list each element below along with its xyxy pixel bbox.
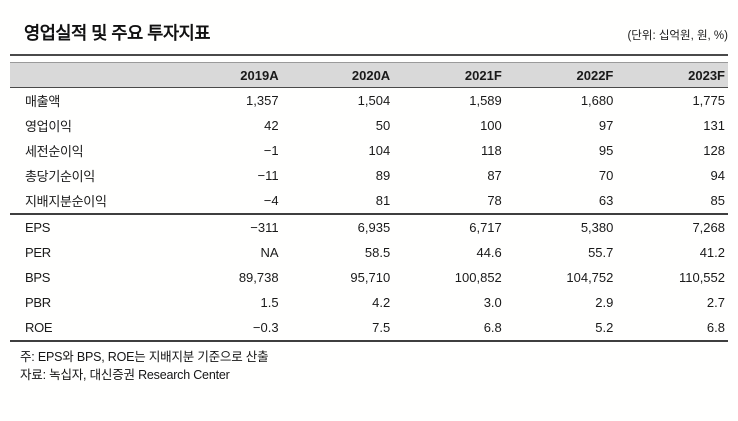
value-cell: 1,504 <box>357 93 391 108</box>
value-cell: 41.2 <box>699 245 725 260</box>
value-cell: 97 <box>598 118 614 133</box>
table-row-bps: BPS 89,738 95,710 100,852 104,752 110,55… <box>10 265 728 290</box>
table-row-roe: ROE −0.3 7.5 6.8 5.2 6.8 <box>10 315 728 341</box>
value-cell: 100,852 <box>454 270 502 285</box>
table-row-operating-profit: 영업이익 42 50 100 97 131 <box>10 113 728 138</box>
page-title: 영업실적 및 주요 투자지표 <box>24 23 211 43</box>
footnote-note: 주: EPS와 BPS, ROE는 지배지분 기준으로 산출 <box>20 350 269 364</box>
value-cell: 5,380 <box>580 220 614 235</box>
financial-table: 2019A 2020A 2021F 2022F 2023F 매출액 1,357 … <box>10 62 728 342</box>
value-cell: 95,710 <box>350 270 391 285</box>
table-header-row: 2019A 2020A 2021F 2022F 2023F <box>10 62 728 88</box>
row-label: ROE <box>25 320 53 335</box>
value-cell: 7,268 <box>692 220 725 235</box>
value-cell: −11 <box>257 168 279 183</box>
table-row-pretax-income: 세전순이익 −1 104 118 95 128 <box>10 138 728 163</box>
value-cell: −311 <box>250 220 279 235</box>
value-cell: 58.5 <box>364 245 391 260</box>
value-cell: 63 <box>598 193 614 208</box>
value-cell: 104,752 <box>566 270 614 285</box>
column-header-2019: 2019A <box>240 67 279 83</box>
table-row-eps: EPS −311 6,935 6,717 5,380 7,268 <box>10 214 728 240</box>
row-label: 총당기순이익 <box>25 169 95 184</box>
row-label: 영업이익 <box>25 119 72 134</box>
value-cell: 95 <box>598 143 614 158</box>
value-cell: 6,717 <box>469 220 502 235</box>
value-cell: 94 <box>710 168 725 183</box>
value-cell: −0.3 <box>252 320 279 335</box>
column-header-2021: 2021F <box>464 67 502 83</box>
row-label: BPS <box>25 270 51 285</box>
value-cell: 128 <box>703 143 725 158</box>
value-cell: 3.0 <box>483 295 502 310</box>
value-cell: 1.5 <box>260 295 279 310</box>
value-cell: 6.8 <box>706 320 725 335</box>
value-cell: 131 <box>703 118 725 133</box>
table-row-controlling-net-income: 지배지분순이익 −4 81 78 63 85 <box>10 188 728 214</box>
column-header-2020: 2020A <box>351 67 391 83</box>
value-cell: 100 <box>480 118 502 133</box>
value-cell: 44.6 <box>476 245 502 260</box>
table-row-total-net-income: 총당기순이익 −11 89 87 70 94 <box>10 163 728 188</box>
value-cell: 42 <box>264 118 279 133</box>
value-cell: 81 <box>375 193 391 208</box>
value-cell: 55.7 <box>588 245 614 260</box>
value-cell: 78 <box>487 193 502 208</box>
value-cell: 85 <box>710 193 725 208</box>
row-label: 세전순이익 <box>25 144 84 159</box>
value-cell: 2.9 <box>595 295 614 310</box>
value-cell: 118 <box>481 143 502 158</box>
value-cell: −4 <box>263 193 279 208</box>
value-cell: 2.7 <box>706 295 725 310</box>
value-cell: 1,680 <box>580 93 614 108</box>
value-cell: 89,738 <box>238 270 279 285</box>
value-cell: 7.5 <box>372 320 391 335</box>
value-cell: 104 <box>368 143 391 158</box>
ratios-block: EPS −311 6,935 6,717 5,380 7,268 PER NA … <box>10 214 728 341</box>
row-label: 지배지분순이익 <box>25 194 107 209</box>
footnote-source: 자료: 녹십자, 대신증권 Research Center <box>20 367 230 382</box>
table-row-per: PER NA 58.5 44.6 55.7 41.2 <box>10 240 728 265</box>
row-label: PER <box>25 245 51 260</box>
performance-block: 매출액 1,357 1,504 1,589 1,680 1,775 영업이익 4… <box>10 88 728 214</box>
title-bar: 영업실적 및 주요 투자지표 (단위: 십억원, 원, %) <box>10 0 728 56</box>
value-cell: −1 <box>263 143 279 158</box>
header-empty-cell <box>10 63 170 88</box>
value-cell: 5.2 <box>595 320 614 335</box>
unit-label: (단위: 십억원, 원, %) <box>627 30 728 42</box>
value-cell: 4.2 <box>372 295 391 310</box>
row-label: PBR <box>25 295 51 310</box>
value-cell: 110,552 <box>678 270 725 285</box>
row-label: 매출액 <box>25 94 60 109</box>
value-cell: 6,935 <box>357 220 391 235</box>
value-cell: NA <box>260 245 279 260</box>
footnotes: 주: EPS와 BPS, ROE는 지배지분 기준으로 산출 자료: 녹십자, … <box>20 349 728 384</box>
value-cell: 1,357 <box>246 93 279 108</box>
value-cell: 70 <box>598 168 614 183</box>
value-cell: 1,589 <box>469 93 502 108</box>
value-cell: 89 <box>375 168 391 183</box>
value-cell: 87 <box>487 168 502 183</box>
value-cell: 50 <box>375 118 391 133</box>
value-cell: 1,775 <box>692 93 725 108</box>
row-label: EPS <box>25 220 51 235</box>
table-row-revenue: 매출액 1,357 1,504 1,589 1,680 1,775 <box>10 88 728 114</box>
column-header-2023: 2023F <box>688 67 725 83</box>
value-cell: 6.8 <box>483 320 502 335</box>
table-row-pbr: PBR 1.5 4.2 3.0 2.9 2.7 <box>10 290 728 315</box>
column-header-2022: 2022F <box>576 67 614 83</box>
